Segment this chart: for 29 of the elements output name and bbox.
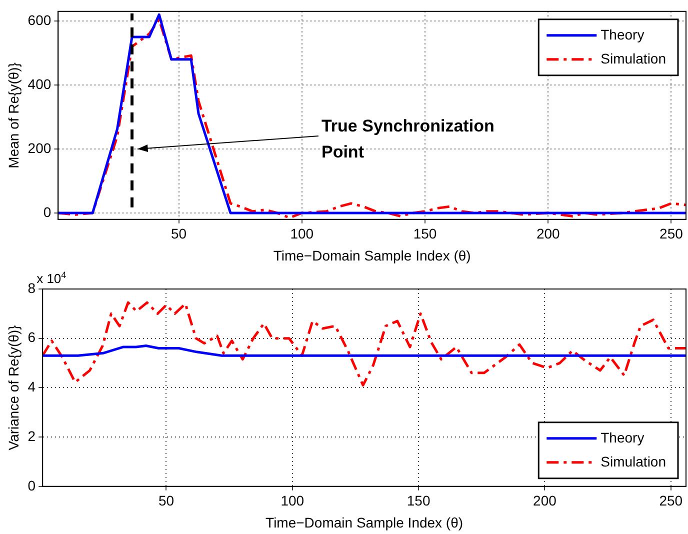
x-tick-label: 50 xyxy=(171,226,187,242)
x-axis-title: Time−Domain Sample Index (θ) xyxy=(273,247,471,264)
y-tick-label: 0 xyxy=(28,477,36,494)
x-axis-title: Time−Domain Sample Index (θ) xyxy=(266,514,464,530)
y-tick-label: 0 xyxy=(43,204,52,220)
y-tick-label: 6 xyxy=(28,329,36,346)
y-axis-title: Mean of Re{y(θ)} xyxy=(5,62,22,168)
y-tick-label: 4 xyxy=(28,378,36,395)
x-tick-label: 100 xyxy=(280,492,304,509)
x-tick-label: 100 xyxy=(290,226,314,242)
x-tick-label: 150 xyxy=(406,492,430,509)
x-tick-label: 150 xyxy=(413,226,437,242)
annotation: True Synchronization Point xyxy=(321,116,494,162)
x-tick-label: 200 xyxy=(536,226,560,242)
y-axis-title: Variance of Re{y(θ)} xyxy=(5,324,22,450)
x-tick-label: 200 xyxy=(533,492,557,509)
legend-label: Theory xyxy=(600,429,644,446)
y-tick-label: 400 xyxy=(28,76,52,92)
line-series xyxy=(42,301,686,386)
y-tick-label: 8 xyxy=(28,280,36,296)
legend-label: Simulation xyxy=(600,453,666,470)
y-tick-label: 2 xyxy=(28,428,36,444)
y-tick-label: 600 xyxy=(28,12,52,28)
y-tick-label: 200 xyxy=(28,140,52,156)
x-tick-label: 250 xyxy=(659,492,683,509)
legend-label: Simulation xyxy=(600,50,666,66)
legend-label: Theory xyxy=(600,26,644,42)
x-tick-label: 250 xyxy=(660,226,684,242)
x-tick-label: 50 xyxy=(158,492,174,509)
